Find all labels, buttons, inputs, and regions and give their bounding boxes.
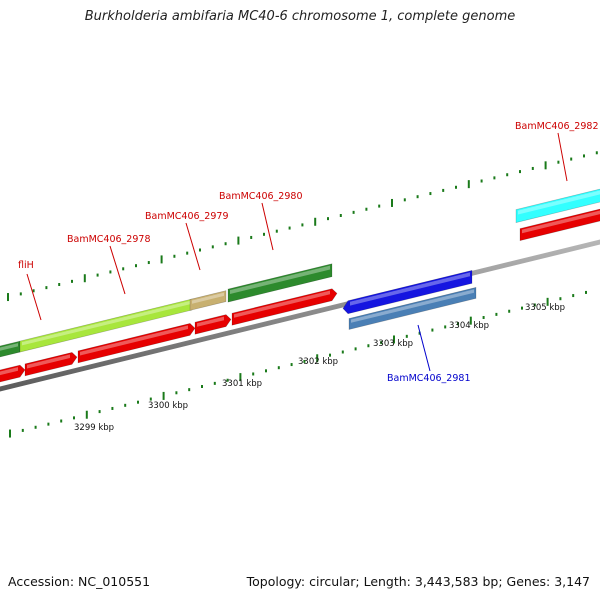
feature-highlight (27, 354, 70, 369)
scale-label: 3299 kbp (74, 423, 114, 433)
scale-label: 3301 kbp (222, 379, 262, 389)
gene-label[interactable]: BamMC406_2978 (67, 234, 150, 245)
scale-label: 3303 kbp (373, 339, 413, 349)
map-title: Burkholderia ambifaria MC40-6 chromosome… (84, 9, 516, 24)
gene-feature-red[interactable] (77, 323, 196, 364)
feature-highlight (0, 343, 18, 351)
feature-highlight (192, 292, 224, 304)
feature-highlight (80, 325, 188, 356)
scale-label: 3304 kbp (449, 321, 489, 331)
gene-label[interactable]: BamMC406_2979 (145, 211, 228, 222)
feature-highlight (197, 316, 224, 327)
scale-label: 3300 kbp (148, 401, 188, 411)
gene-label[interactable]: BamMC406_2980 (219, 191, 302, 202)
chromosome-backbone (0, 239, 600, 392)
feature-highlight (518, 190, 600, 215)
gene-feature-2981-cds[interactable] (348, 287, 477, 330)
feature-highlight (0, 367, 18, 376)
feature-highlight (351, 289, 474, 323)
gene-feature-red[interactable] (519, 208, 600, 241)
scale-label: 3302 kbp (298, 357, 338, 367)
feature-highlight (22, 300, 190, 346)
leader-line (109, 245, 126, 295)
gene-feature-red[interactable] (231, 288, 338, 326)
gene-feature-2980[interactable] (227, 263, 333, 303)
genome-summary-text: Topology: circular; Length: 3,443,583 bp… (246, 574, 590, 589)
gene-label[interactable]: fliH (18, 260, 34, 271)
gene-feature-2982[interactable] (515, 188, 600, 223)
feature-highlight (522, 210, 600, 234)
leader-line (185, 222, 201, 271)
leader-line (261, 202, 274, 251)
leader-line (557, 132, 568, 182)
feature-highlight (350, 272, 470, 306)
feature-highlight (234, 290, 330, 318)
gene-feature-red[interactable] (24, 352, 78, 377)
gene-label[interactable]: BamMC406_2981 (387, 373, 470, 384)
gene-feature-red[interactable] (0, 364, 26, 383)
gene-feature-2981[interactable] (342, 270, 473, 315)
gene-feature-red[interactable] (194, 314, 232, 335)
feature-highlight (230, 265, 330, 294)
gene-label[interactable]: BamMC406_2982 (515, 121, 598, 132)
accession-text: Accession: NC_010551 (8, 574, 151, 589)
scale-label: 3305 kbp (525, 303, 565, 313)
gene-feature-2978[interactable] (19, 298, 193, 353)
gene-feature-2979[interactable] (189, 290, 227, 311)
leader-line (417, 324, 431, 372)
leader-line (26, 273, 42, 321)
